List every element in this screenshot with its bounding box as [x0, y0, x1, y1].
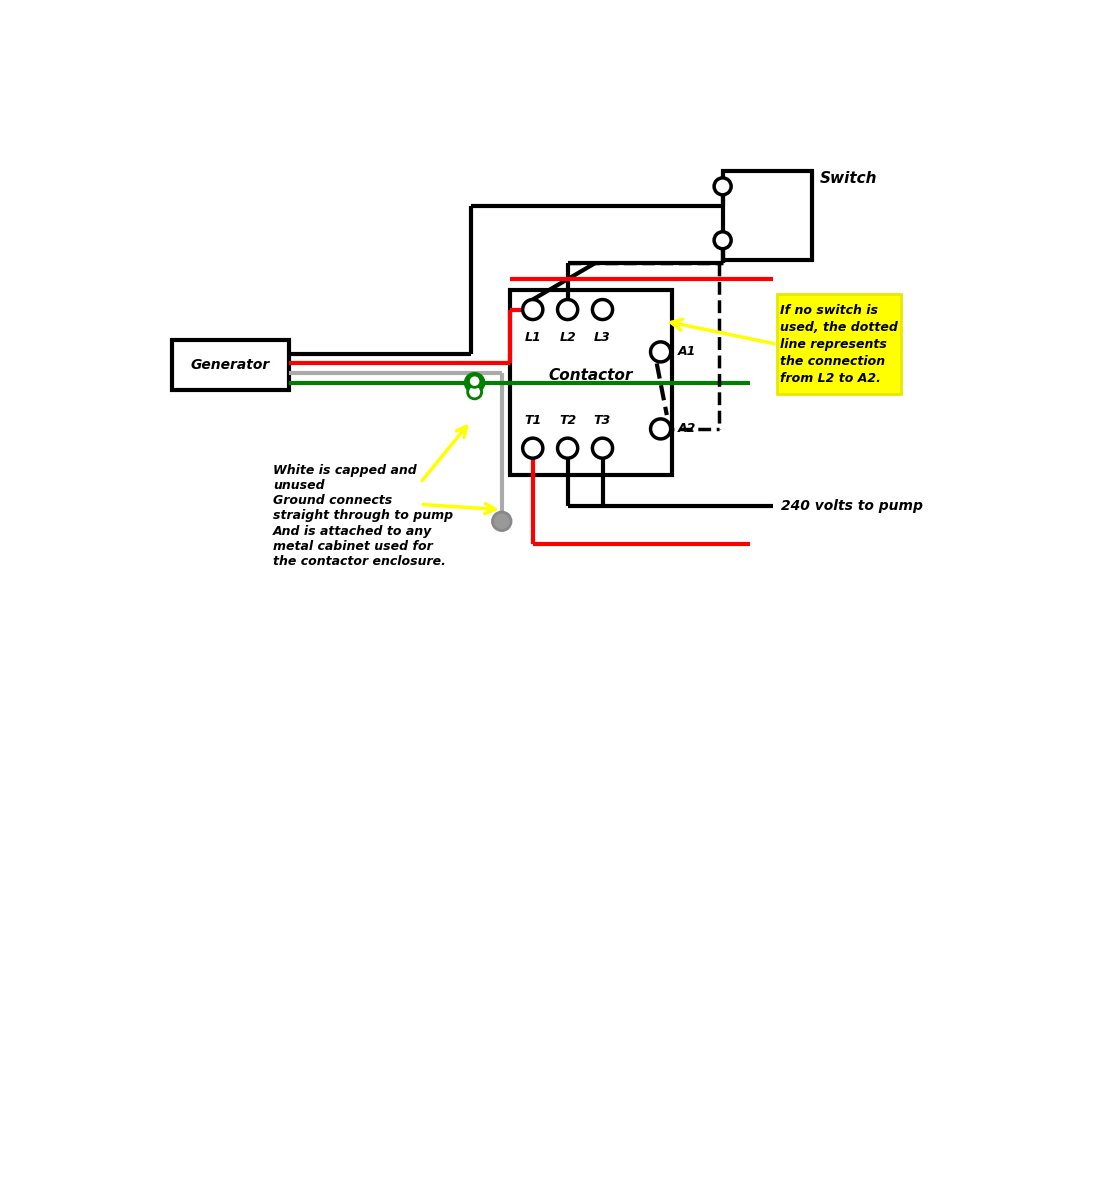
Circle shape: [714, 178, 732, 194]
Text: Contactor: Contactor: [549, 367, 634, 383]
Text: Generator: Generator: [191, 359, 271, 372]
Circle shape: [558, 300, 578, 319]
Text: L1: L1: [525, 331, 541, 344]
Text: If no switch is
used, the dotted
line represents
the connection
from L2 to A2.: If no switch is used, the dotted line re…: [780, 304, 898, 385]
Bar: [723, 170, 812, 259]
Text: A1: A1: [678, 346, 696, 359]
Text: White is capped and
unused: White is capped and unused: [273, 463, 417, 492]
Text: And is attached to any
metal cabinet used for
the contactor enclosure.: And is attached to any metal cabinet use…: [273, 526, 446, 568]
Circle shape: [714, 232, 732, 248]
Text: Switch: Switch: [820, 170, 877, 186]
Circle shape: [593, 300, 613, 319]
Text: T2: T2: [559, 414, 576, 426]
Circle shape: [522, 438, 542, 458]
Circle shape: [464, 373, 485, 392]
Bar: [777, 294, 901, 395]
Text: T1: T1: [524, 414, 541, 426]
Circle shape: [558, 438, 578, 458]
Bar: [173, 341, 288, 390]
Circle shape: [650, 342, 671, 362]
Circle shape: [469, 374, 481, 388]
Bar: [509, 290, 672, 475]
Text: A2: A2: [678, 422, 696, 436]
Text: T3: T3: [594, 414, 612, 426]
Text: L3: L3: [594, 331, 610, 344]
Circle shape: [493, 512, 512, 530]
Text: Ground connects
straight through to pump: Ground connects straight through to pump: [273, 494, 453, 522]
Circle shape: [593, 438, 613, 458]
Text: L2: L2: [559, 331, 576, 344]
Circle shape: [468, 385, 482, 398]
Circle shape: [650, 419, 671, 439]
Circle shape: [522, 300, 542, 319]
Text: 240 volts to pump: 240 volts to pump: [781, 499, 923, 512]
